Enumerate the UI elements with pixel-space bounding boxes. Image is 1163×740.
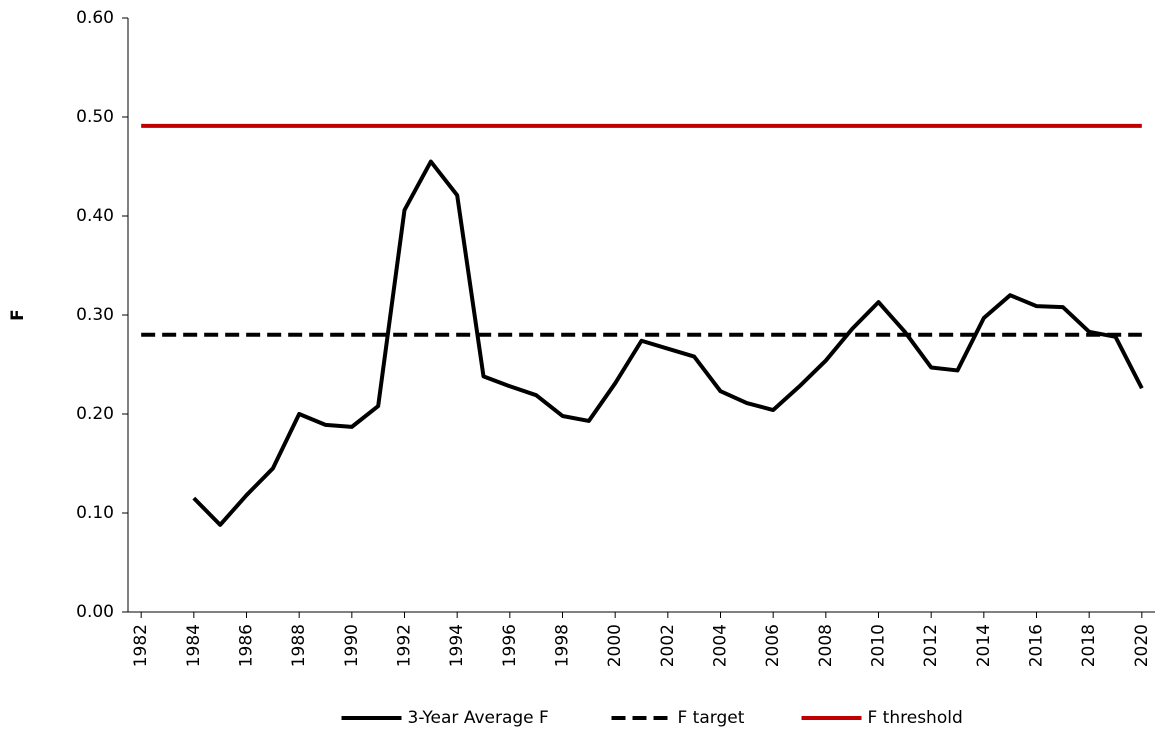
x-tick-label: 1984 [184, 624, 204, 667]
x-tick-label: 1982 [131, 624, 151, 667]
y-tick-label: 0.20 [76, 404, 114, 424]
x-tick-label: 1992 [395, 624, 415, 667]
series-line [192, 159, 1144, 527]
y-tick-label: 0.50 [76, 107, 114, 127]
x-tick-label: 2012 [921, 624, 941, 667]
x-tick-label: 1990 [342, 624, 362, 667]
y-axis-label: F [8, 309, 28, 321]
legend-label: F threshold [868, 708, 963, 728]
legend-label: 3-Year Average F [408, 708, 549, 728]
x-tick-label: 2014 [974, 624, 994, 667]
x-tick-label: 1998 [553, 624, 573, 667]
x-tick-label: 1986 [237, 624, 257, 667]
x-tick-label: 1994 [447, 624, 467, 667]
x-tick-label: 2002 [658, 624, 678, 667]
x-tick-label: 2004 [711, 624, 731, 667]
y-tick-label: 0.00 [76, 602, 114, 622]
x-tick-label: 2000 [605, 624, 625, 667]
y-tick-label: 0.60 [76, 8, 114, 28]
x-tick-label: 1988 [289, 624, 309, 667]
x-tick-label: 2018 [1079, 624, 1099, 667]
y-tick-label: 0.10 [76, 503, 114, 523]
y-tick-label: 0.30 [76, 305, 114, 325]
x-tick-label: 2008 [816, 624, 836, 667]
x-tick-label: 2016 [1027, 624, 1047, 667]
x-tick-label: 2020 [1132, 624, 1152, 667]
y-tick-label: 0.40 [76, 206, 114, 226]
x-tick-label: 2006 [763, 624, 783, 667]
x-tick-label: 1996 [500, 624, 520, 667]
legend-label: F target [678, 708, 745, 728]
x-tick-label: 2010 [869, 624, 889, 667]
